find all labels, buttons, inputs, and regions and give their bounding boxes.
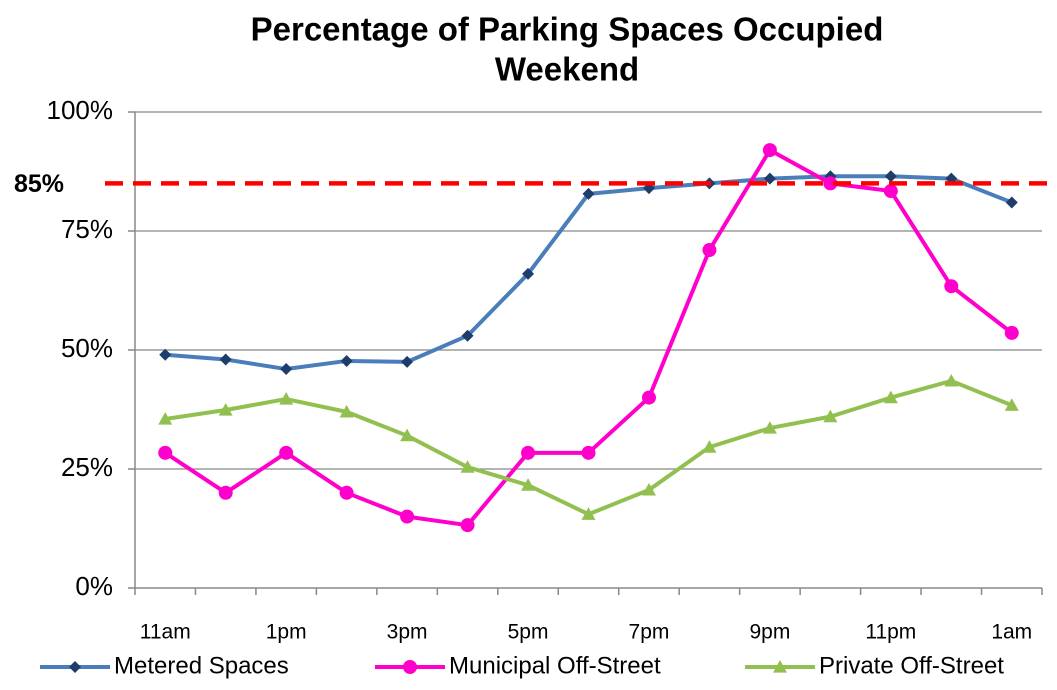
marker bbox=[159, 348, 172, 361]
marker bbox=[884, 170, 897, 183]
marker bbox=[461, 329, 474, 342]
marker bbox=[883, 184, 898, 199]
marker bbox=[522, 267, 535, 280]
legend-label: Private Off-Street bbox=[819, 652, 1004, 679]
x-tick-label: 3pm bbox=[387, 621, 428, 644]
marker bbox=[279, 445, 294, 460]
marker bbox=[1005, 196, 1018, 209]
marker bbox=[823, 176, 838, 191]
legend-label: Municipal Off-Street bbox=[449, 652, 661, 679]
marker bbox=[582, 187, 595, 200]
marker bbox=[641, 390, 656, 405]
marker bbox=[702, 440, 717, 453]
reference-label: 85% bbox=[14, 170, 64, 198]
marker bbox=[581, 507, 596, 520]
x-tick-label: 11pm bbox=[865, 621, 916, 644]
x-tick-label: 9pm bbox=[749, 621, 790, 644]
marker bbox=[1004, 398, 1019, 411]
marker bbox=[641, 482, 656, 496]
marker bbox=[339, 485, 354, 500]
marker bbox=[280, 363, 293, 376]
marker bbox=[460, 518, 475, 533]
marker bbox=[1004, 325, 1019, 340]
x-tick-label: 7pm bbox=[629, 621, 670, 644]
series-line bbox=[165, 174, 1013, 372]
chart-subtitle: Weekend bbox=[495, 51, 639, 88]
marker bbox=[219, 353, 232, 366]
marker bbox=[218, 402, 233, 416]
marker bbox=[158, 412, 173, 425]
marker bbox=[340, 354, 353, 367]
x-tick-label: 5pm bbox=[508, 621, 549, 644]
marker bbox=[944, 279, 959, 294]
legend-marker bbox=[69, 661, 81, 673]
y-tick-label: 0% bbox=[75, 571, 113, 601]
marker bbox=[460, 460, 475, 473]
marker bbox=[521, 478, 536, 491]
marker bbox=[339, 404, 354, 418]
marker bbox=[279, 392, 294, 405]
x-tick-label: 1am bbox=[991, 621, 1032, 644]
y-tick-label: 100% bbox=[47, 95, 114, 125]
marker bbox=[883, 390, 898, 404]
marker bbox=[400, 509, 415, 524]
legend-label: Metered Spaces bbox=[114, 652, 289, 679]
marker bbox=[762, 421, 777, 434]
marker bbox=[944, 373, 959, 387]
marker bbox=[400, 428, 415, 442]
chart-title: Percentage of Parking Spaces Occupied bbox=[251, 11, 884, 48]
y-tick-label: 50% bbox=[61, 333, 113, 363]
x-tick-label: 11am bbox=[140, 621, 191, 644]
marker bbox=[521, 445, 536, 460]
marker bbox=[702, 243, 717, 258]
marker bbox=[401, 355, 414, 368]
x-tick-label: 1pm bbox=[266, 621, 307, 644]
y-tick-label: 25% bbox=[61, 452, 113, 482]
y-tick-label: 75% bbox=[61, 214, 113, 244]
marker bbox=[762, 143, 777, 158]
marker bbox=[823, 409, 838, 423]
marker bbox=[158, 445, 173, 460]
marker bbox=[218, 485, 233, 500]
legend-marker bbox=[773, 660, 787, 673]
legend-marker bbox=[403, 660, 417, 674]
marker bbox=[581, 445, 596, 460]
